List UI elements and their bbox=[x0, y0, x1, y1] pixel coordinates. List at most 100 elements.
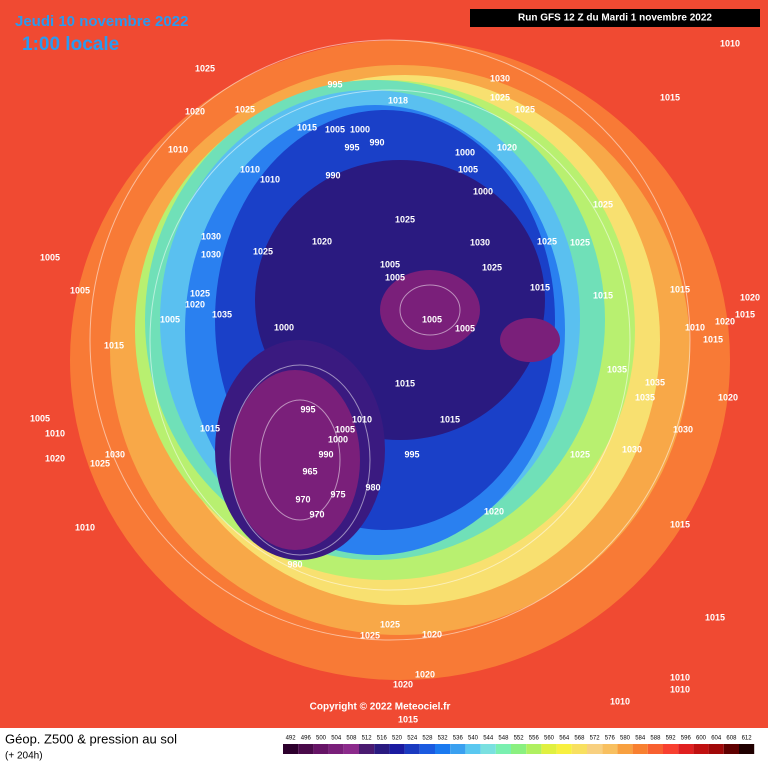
scale-swatch bbox=[632, 744, 648, 754]
pressure-label: 995 bbox=[327, 79, 342, 89]
scale-label: 532 bbox=[438, 736, 449, 742]
scale-swatch bbox=[283, 744, 299, 754]
pressure-label: 1030 bbox=[105, 449, 125, 459]
pressure-label: 1020 bbox=[715, 316, 735, 326]
field-band bbox=[380, 270, 480, 350]
pressure-label: 1005 bbox=[70, 285, 90, 295]
pressure-label: 1015 bbox=[398, 714, 418, 724]
pressure-label: 1015 bbox=[440, 414, 460, 424]
scale-label: 572 bbox=[590, 736, 601, 742]
pressure-label: 1015 bbox=[593, 290, 613, 300]
scale-label: 576 bbox=[605, 736, 616, 742]
scale-swatch bbox=[298, 744, 314, 754]
scale-swatch bbox=[693, 744, 709, 754]
pressure-label: 1015 bbox=[104, 340, 124, 350]
pressure-label: 965 bbox=[302, 466, 317, 476]
pressure-label: 975 bbox=[330, 489, 345, 499]
scale-label: 604 bbox=[711, 736, 722, 742]
scale-label: 504 bbox=[331, 736, 342, 742]
field-band bbox=[500, 318, 560, 362]
pressure-label: 1015 bbox=[735, 309, 755, 319]
scale-label: 496 bbox=[301, 736, 312, 742]
pressure-label: 1020 bbox=[393, 679, 413, 689]
pressure-label: 1015 bbox=[660, 92, 680, 102]
pressure-label: 1000 bbox=[455, 147, 475, 157]
pressure-label: 1000 bbox=[328, 434, 348, 444]
scale-label: 596 bbox=[681, 736, 692, 742]
pressure-label: 1030 bbox=[673, 424, 693, 434]
scale-swatch bbox=[404, 744, 420, 754]
pressure-label: 1005 bbox=[30, 413, 50, 423]
scale-label: 528 bbox=[422, 736, 433, 742]
pressure-label: 980 bbox=[287, 559, 302, 569]
pressure-label: 1025 bbox=[90, 458, 110, 468]
pressure-label: 1035 bbox=[635, 392, 655, 402]
scale-label: 548 bbox=[498, 736, 509, 742]
scale-swatch bbox=[571, 744, 587, 754]
pressure-label: 1020 bbox=[422, 629, 442, 639]
pressure-label: 1020 bbox=[740, 292, 760, 302]
pressure-label: 1030 bbox=[201, 249, 221, 259]
pressure-label: 1025 bbox=[253, 246, 273, 256]
pressure-label: 1005 bbox=[385, 272, 405, 282]
pressure-label: 1010 bbox=[352, 414, 372, 424]
time: 1:00 locale bbox=[22, 34, 119, 55]
scale-label: 520 bbox=[392, 736, 403, 742]
scale-swatch bbox=[480, 744, 496, 754]
pressure-label: 1025 bbox=[537, 236, 557, 246]
scale-label: 564 bbox=[559, 736, 570, 742]
date: Jeudi 10 novembre 2022 bbox=[15, 13, 188, 30]
scale-swatch bbox=[343, 744, 359, 754]
run-box bbox=[470, 9, 760, 27]
scale-swatch bbox=[389, 744, 405, 754]
pressure-label: 1020 bbox=[312, 236, 332, 246]
run: Run GFS 12 Z du Mardi 1 novembre 2022 bbox=[518, 13, 712, 24]
scale-label: 588 bbox=[650, 736, 661, 742]
pressure-label: 1015 bbox=[670, 519, 690, 529]
scale-swatch bbox=[678, 744, 694, 754]
scale-swatch bbox=[587, 744, 603, 754]
scale-label: 556 bbox=[529, 736, 540, 742]
scale-swatch bbox=[450, 744, 466, 754]
pressure-label: 1005 bbox=[160, 314, 180, 324]
pressure-label: 1025 bbox=[195, 63, 215, 73]
scale-swatch bbox=[556, 744, 572, 754]
copyright: Copyright © 2022 Meteociel.fr bbox=[310, 702, 451, 713]
pressure-label: 1030 bbox=[201, 231, 221, 241]
pressure-label: 1010 bbox=[240, 164, 260, 174]
pressure-label: 1020 bbox=[484, 506, 504, 516]
pressure-label: 1035 bbox=[607, 364, 627, 374]
pressure-label: 1015 bbox=[530, 282, 550, 292]
scale-swatch bbox=[328, 744, 344, 754]
scale-swatch bbox=[359, 744, 375, 754]
pressure-label: 1025 bbox=[190, 288, 210, 298]
scale-swatch bbox=[374, 744, 390, 754]
scale-swatch bbox=[419, 744, 435, 754]
pressure-label: 1025 bbox=[515, 104, 535, 114]
scale-swatch bbox=[708, 744, 724, 754]
scale-swatch bbox=[465, 744, 481, 754]
pressure-label: 1005 bbox=[458, 164, 478, 174]
pressure-label: 1005 bbox=[380, 259, 400, 269]
pressure-label: 1025 bbox=[593, 199, 613, 209]
pressure-label: 1020 bbox=[185, 106, 205, 116]
scale-label: 552 bbox=[514, 736, 525, 742]
pressure-label: 1020 bbox=[718, 392, 738, 402]
scale-swatch bbox=[739, 744, 755, 754]
scale-label: 516 bbox=[377, 736, 388, 742]
scale-swatch bbox=[617, 744, 633, 754]
footer-title: Géop. Z500 & pression au sol bbox=[5, 731, 177, 746]
pressure-label: 1025 bbox=[360, 630, 380, 640]
pressure-label: 1000 bbox=[350, 124, 370, 134]
scale-label: 612 bbox=[742, 736, 753, 742]
pressure-label: 1010 bbox=[670, 672, 690, 682]
scale-label: 608 bbox=[726, 736, 737, 742]
field-band bbox=[230, 370, 360, 550]
scale-label: 580 bbox=[620, 736, 631, 742]
pressure-label: 970 bbox=[295, 494, 310, 504]
pressure-label: 995 bbox=[404, 449, 419, 459]
pressure-label: 990 bbox=[318, 449, 333, 459]
pressure-label: 1015 bbox=[705, 612, 725, 622]
pressure-label: 1010 bbox=[685, 322, 705, 332]
